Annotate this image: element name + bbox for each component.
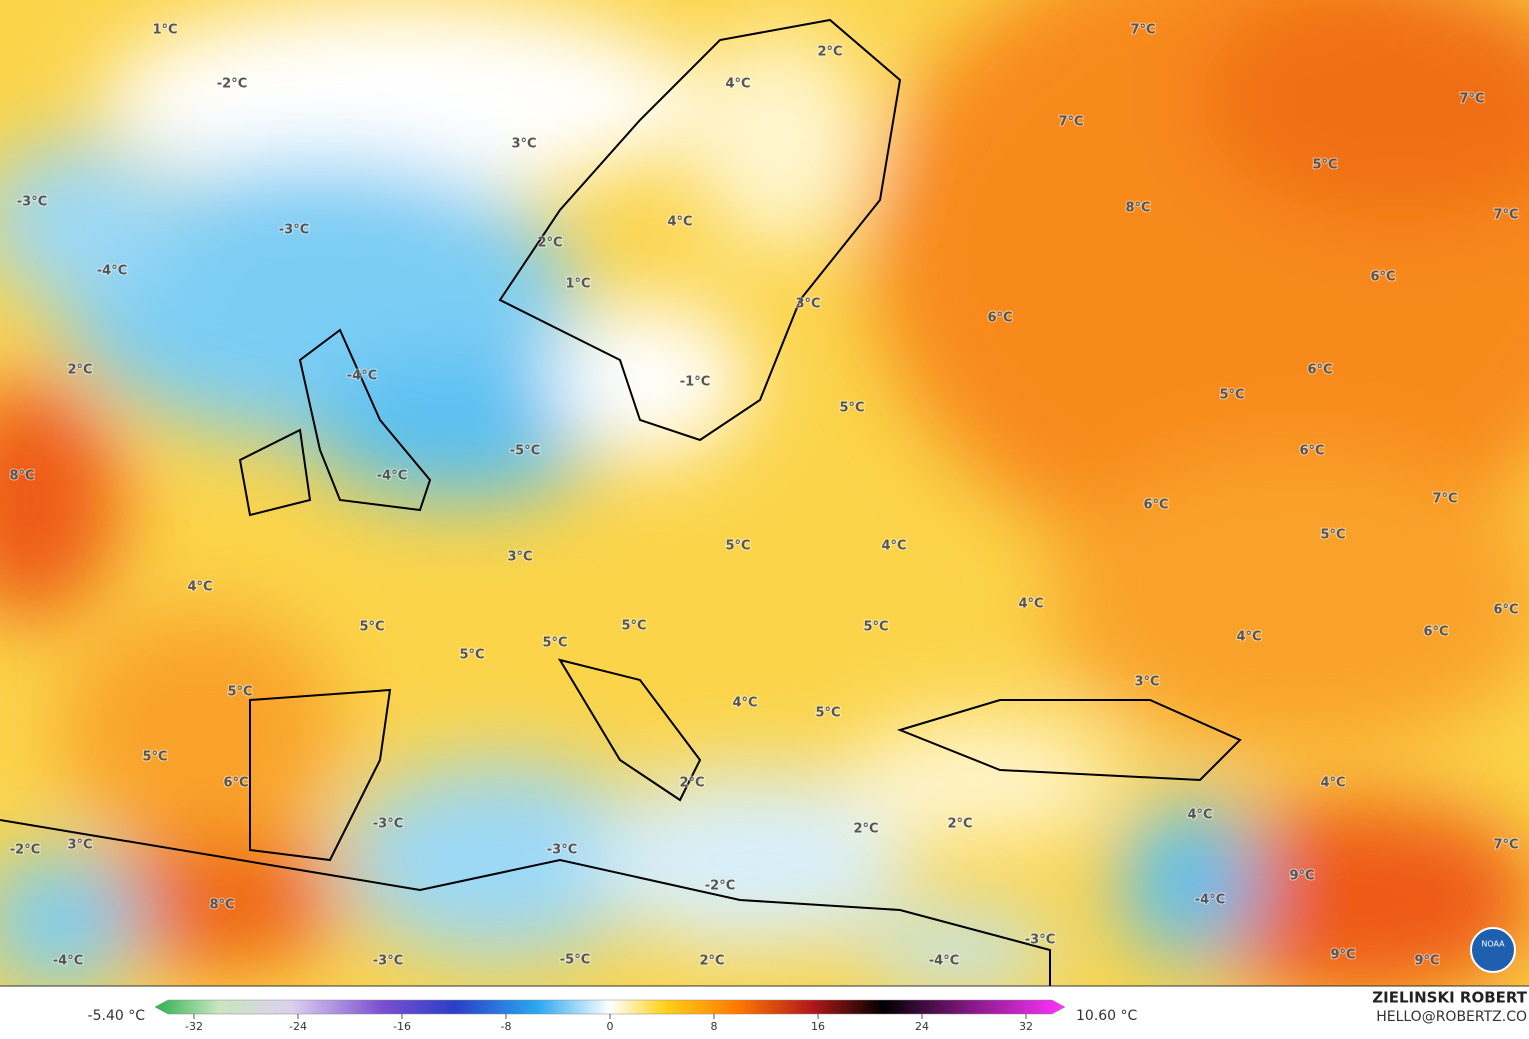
temperature-label: 1°C: [152, 23, 177, 38]
temperature-label: 2°C: [853, 822, 878, 837]
colorbar: [154, 999, 1066, 1015]
temperature-label: -2°C: [10, 843, 40, 858]
colorbar-tick-label: 32: [1019, 1020, 1033, 1033]
temperature-label: -3°C: [1025, 933, 1055, 948]
temperature-label: 4°C: [1187, 808, 1212, 823]
temperature-label: 6°C: [1423, 625, 1448, 640]
temperature-field: [0, 0, 1529, 986]
temperature-label: 5°C: [1320, 528, 1345, 543]
coastlines: [0, 18, 1242, 986]
temperature-label: 4°C: [667, 215, 692, 230]
temperature-label: -5°C: [560, 953, 590, 968]
temperature-label: -1°C: [680, 375, 710, 390]
colorbar-ticks: -32 -24 -16 -8 0 8 16 24 32: [185, 1014, 1033, 1033]
temperature-label: 1°C: [565, 277, 590, 292]
temperature-label: 5°C: [227, 685, 252, 700]
temperature-label: 5°C: [839, 401, 864, 416]
temperature-label: 5°C: [142, 750, 167, 765]
temperature-label: 5°C: [863, 620, 888, 635]
temperature-label: 7°C: [1493, 838, 1518, 853]
colorbar-tick-label: -16: [393, 1020, 411, 1033]
temperature-label: -4°C: [97, 264, 127, 279]
temperature-label: 8°C: [9, 469, 34, 484]
temperature-label: 5°C: [725, 539, 750, 554]
temperature-label: 2°C: [947, 817, 972, 832]
temperature-label: 7°C: [1432, 492, 1457, 507]
colorbar-tick-label: 16: [811, 1020, 825, 1033]
temperature-label: -4°C: [1195, 893, 1225, 908]
colorbar-tick-label: 8: [711, 1020, 718, 1033]
temperature-label: 4°C: [1236, 630, 1261, 645]
temperature-label: 5°C: [459, 648, 484, 663]
temperature-label: 6°C: [987, 311, 1012, 326]
temperature-label: 4°C: [725, 77, 750, 92]
temperature-label: -4°C: [53, 954, 83, 969]
temperature-label: -4°C: [347, 369, 377, 384]
temperature-label: 5°C: [1312, 158, 1337, 173]
colorbar-max-label: 10.60 °C: [1076, 1008, 1138, 1024]
temperature-label: 5°C: [542, 636, 567, 651]
temperature-label: -5°C: [510, 444, 540, 459]
temperature-label: -3°C: [17, 195, 47, 210]
temperature-label: 9°C: [1330, 948, 1355, 963]
temperature-label: -4°C: [929, 954, 959, 969]
temperature-label: -3°C: [373, 817, 403, 832]
temperature-label: 6°C: [1493, 603, 1518, 618]
colorbar-tick-label: -8: [501, 1020, 512, 1033]
temperature-label: -2°C: [217, 77, 247, 92]
temperature-label: 5°C: [621, 619, 646, 634]
temperature-label: 7°C: [1058, 115, 1083, 130]
temperature-label: 2°C: [679, 776, 704, 791]
temperature-label: 4°C: [187, 580, 212, 595]
temperature-label: 6°C: [1143, 498, 1168, 513]
temperature-label: 6°C: [223, 776, 248, 791]
temperature-label: 8°C: [1125, 201, 1150, 216]
colorbar-tick-label: 24: [915, 1020, 929, 1033]
temperature-label: -2°C: [705, 879, 735, 894]
temperature-label: 4°C: [732, 696, 757, 711]
temperature-label: 3°C: [507, 550, 532, 565]
temperature-label: 5°C: [359, 620, 384, 635]
colorbar-tick-label: -32: [185, 1020, 203, 1033]
temperature-label: 6°C: [1370, 270, 1395, 285]
temperature-label: 3°C: [67, 838, 92, 853]
temperature-label: 8°C: [209, 898, 234, 913]
temperature-label: 7°C: [1459, 92, 1484, 107]
temperature-label: 3°C: [511, 137, 536, 152]
temperature-label: 7°C: [1493, 208, 1518, 223]
temperature-label: 4°C: [1018, 597, 1043, 612]
colorbar-min-label: -5.40 °C: [88, 1008, 146, 1024]
temperature-label: 2°C: [699, 954, 724, 969]
temperature-labels: 1°C -2°C 3°C -3°C -3°C -4°C 2°C 1°C 2°C -4°C -1°C -…: [8, 22, 1519, 970]
temperature-label: 9°C: [1414, 954, 1439, 969]
logo-text: NOAA: [1481, 940, 1505, 949]
temperature-label: -3°C: [373, 954, 403, 969]
temperature-label: 3°C: [1134, 675, 1159, 690]
temperature-label: 2°C: [817, 45, 842, 60]
temperature-label: 7°C: [1130, 23, 1155, 38]
temperature-label: 9°C: [1289, 869, 1314, 884]
temperature-label: 5°C: [1219, 388, 1244, 403]
temperature-label: -3°C: [547, 843, 577, 858]
noaa-logo: NOAA: [1470, 927, 1516, 973]
temperature-label: -3°C: [279, 223, 309, 238]
temperature-label: 2°C: [67, 363, 92, 378]
temperature-label: 4°C: [1320, 776, 1345, 791]
colorbar-tick-label: -24: [289, 1020, 307, 1033]
credit-email: HELLO@ROBERTZ.CO: [1376, 1009, 1527, 1025]
temperature-label: 6°C: [1299, 444, 1324, 459]
temperature-label: 2°C: [537, 236, 562, 251]
temperature-label: 6°C: [1307, 363, 1332, 378]
colorbar-tick-label: 0: [607, 1020, 614, 1033]
temperature-label: 5°C: [815, 706, 840, 721]
credit-name: ZIELINSKI ROBERT: [1372, 989, 1527, 1007]
temperature-label: -4°C: [377, 469, 407, 484]
temperature-label: 3°C: [795, 297, 820, 312]
temperature-label: 4°C: [881, 539, 906, 554]
